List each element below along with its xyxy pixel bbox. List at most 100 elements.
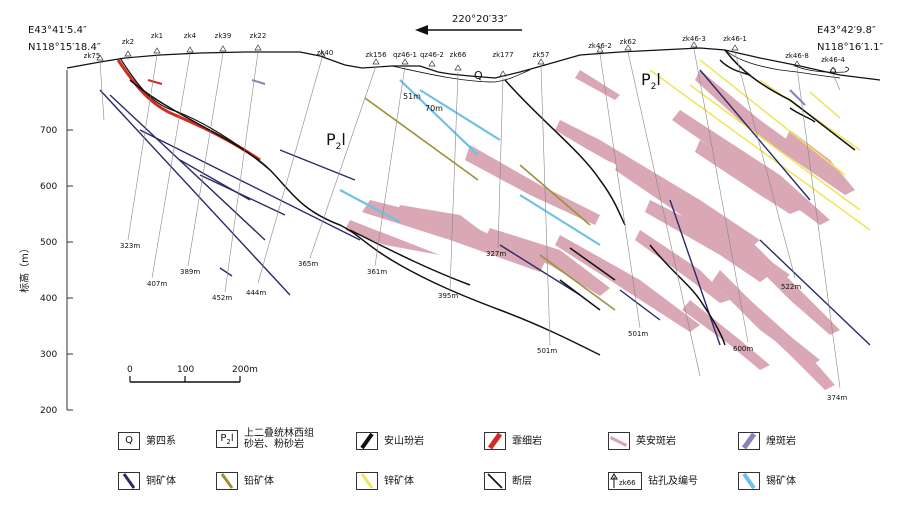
borehole-trace — [599, 53, 641, 329]
legend-lead: 铅矿体 — [216, 472, 274, 490]
borehole-depth-label: 407m — [147, 280, 167, 288]
borehole-label: zk46-2 — [588, 42, 612, 50]
legend-swatch-zinc — [356, 472, 378, 490]
borehole-label: zk75 — [84, 52, 101, 60]
legend-lamprophyre: 煌斑岩 — [738, 432, 796, 450]
borehole-collar-icon — [537, 58, 545, 65]
borehole-trace — [693, 48, 749, 343]
borehole-trace — [309, 65, 377, 259]
borehole-depth-label: 389m — [180, 268, 200, 276]
borehole-collar-icon — [624, 44, 632, 51]
borehole-depth-label: 323m — [120, 242, 140, 250]
legend-swatch-p2l: P2l — [216, 430, 238, 448]
legend-fault: 断层 — [484, 472, 532, 490]
y-tick-label: 600 — [40, 182, 57, 192]
faults — [129, 49, 856, 356]
borehole-collar-icon — [793, 60, 801, 67]
y-tick-label: 700 — [40, 126, 57, 136]
borehole-depth-label: 560m — [840, 0, 860, 2]
legend-swatch-aplite — [484, 432, 506, 450]
legend-swatch-andesite — [356, 432, 378, 450]
borehole-trace — [99, 61, 105, 121]
copper-orebodies — [99, 69, 871, 346]
borehole-collar-icon — [254, 44, 262, 51]
coord-left-top: E43°41′5.4″ — [28, 25, 87, 36]
legend-aplite: 霏细岩 — [484, 432, 542, 450]
borehole-trace — [257, 57, 323, 284]
borehole-collar-icon — [690, 41, 698, 48]
legend-p2l-line1: 上二叠统林西组 — [244, 428, 314, 439]
label-o: O — [830, 67, 836, 76]
legend-swatch-tin — [738, 472, 760, 490]
borehole-collar-icon — [153, 47, 161, 54]
stratum-p2l-left: P2l — [326, 130, 346, 152]
borehole-label: zk46-1 — [723, 35, 747, 43]
tin-orebodies — [339, 79, 601, 246]
legend-swatch-lamprophyre — [738, 432, 760, 450]
borehole-label: zk177 — [492, 51, 513, 59]
boreholes: zk75 zk2 zk1 323m zk4 407m zk39 389m zk22 452m zk4… — [84, 0, 861, 402]
legend-borehole-sample: zk66 — [619, 479, 636, 487]
borehole-label: zk156 — [365, 51, 387, 59]
borehole-trace — [627, 51, 701, 377]
scale-bar — [129, 376, 241, 383]
borehole-collar-icon — [96, 54, 104, 61]
topography-detail — [724, 49, 841, 79]
borehole-collar-icon — [454, 64, 462, 71]
borehole-trace — [497, 77, 504, 249]
legend-zinc: 锌矿体 — [356, 472, 414, 490]
borehole-depth-label: 600m — [733, 345, 753, 353]
borehole-label: zk4 — [184, 32, 197, 40]
borehole-collar-icon — [219, 45, 227, 52]
legend-andesite: 安山玢岩 — [356, 432, 424, 450]
borehole-label: zk22 — [250, 32, 267, 40]
quaternary-base — [391, 65, 531, 83]
borehole-label: zk57 — [533, 51, 550, 59]
borehole-label: zk1 — [151, 32, 163, 40]
coord-left-bottom: N118°15′18.4″ — [28, 42, 101, 53]
legend-dacite: 英安斑岩 — [608, 432, 676, 450]
borehole-depth-label: 361m — [367, 268, 387, 276]
legend-borehole: zk66 钻孔及编号 — [608, 472, 698, 490]
legend-swatch-lead — [216, 472, 238, 490]
label-51m: 51m — [403, 92, 421, 101]
zinc-orebodies — [649, 59, 871, 231]
borehole-collar-icon — [401, 58, 409, 65]
stratum-q-label: Q — [474, 69, 483, 82]
borehole-trace — [796, 67, 841, 389]
borehole-label: qz46-1 — [393, 51, 417, 59]
borehole-depth-label: 374m — [827, 394, 847, 402]
borehole-label: zk46-4 — [821, 56, 845, 64]
y-axis-label: 标高（m） — [18, 243, 31, 293]
borehole-collar-icon — [829, 66, 837, 73]
legend-swatch-fault — [484, 472, 506, 490]
label-70m: 70m — [425, 104, 443, 113]
borehole-label: zk46-3 — [682, 35, 706, 43]
borehole-trace — [127, 54, 158, 241]
legend-swatch-dacite — [608, 432, 630, 450]
borehole-depth-label: 501m — [537, 347, 557, 355]
borehole-trace — [151, 53, 191, 279]
borehole-label: qz46-2 — [420, 51, 444, 59]
borehole-depth-label: 444m — [246, 289, 266, 297]
scale-tick-200: 200m — [232, 365, 258, 375]
borehole-label: zk39 — [215, 32, 232, 40]
y-tick-label: 500 — [40, 238, 57, 248]
dacite-bodies — [345, 70, 855, 390]
coord-right-top: E43°42′9.8″ — [817, 25, 876, 36]
borehole-depth-label: 501m — [628, 330, 648, 338]
borehole-collar-icon — [499, 70, 507, 77]
scale-tick-0: 0 — [127, 365, 133, 375]
topography-line — [66, 47, 881, 81]
azimuth-arrow — [415, 25, 522, 35]
legend-swatch-quaternary: Q — [118, 432, 140, 450]
borehole-collar-icon — [372, 58, 380, 65]
scale-tick-100: 100 — [177, 365, 194, 375]
legend-swatch-borehole: zk66 — [608, 472, 642, 490]
borehole-label: zk46-8 — [785, 52, 809, 60]
borehole-trace — [832, 73, 841, 91]
lead-orebodies — [364, 97, 616, 311]
legend-p2l: P2l 上二叠统林西组 砂岩、粉砂岩 — [216, 428, 314, 450]
y-tick-label: 300 — [40, 350, 57, 360]
